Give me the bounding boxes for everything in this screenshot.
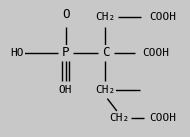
- Text: COOH: COOH: [149, 113, 176, 123]
- Text: OH: OH: [59, 85, 72, 95]
- Text: O: O: [62, 8, 69, 21]
- Text: CH₂: CH₂: [95, 85, 116, 95]
- Text: C: C: [102, 46, 109, 59]
- Text: HO: HO: [10, 48, 24, 58]
- Text: P: P: [62, 46, 69, 59]
- Text: CH₂: CH₂: [110, 113, 130, 123]
- Text: CH₂: CH₂: [95, 12, 116, 22]
- Text: COOH: COOH: [142, 48, 169, 58]
- Text: COOH: COOH: [149, 12, 176, 22]
